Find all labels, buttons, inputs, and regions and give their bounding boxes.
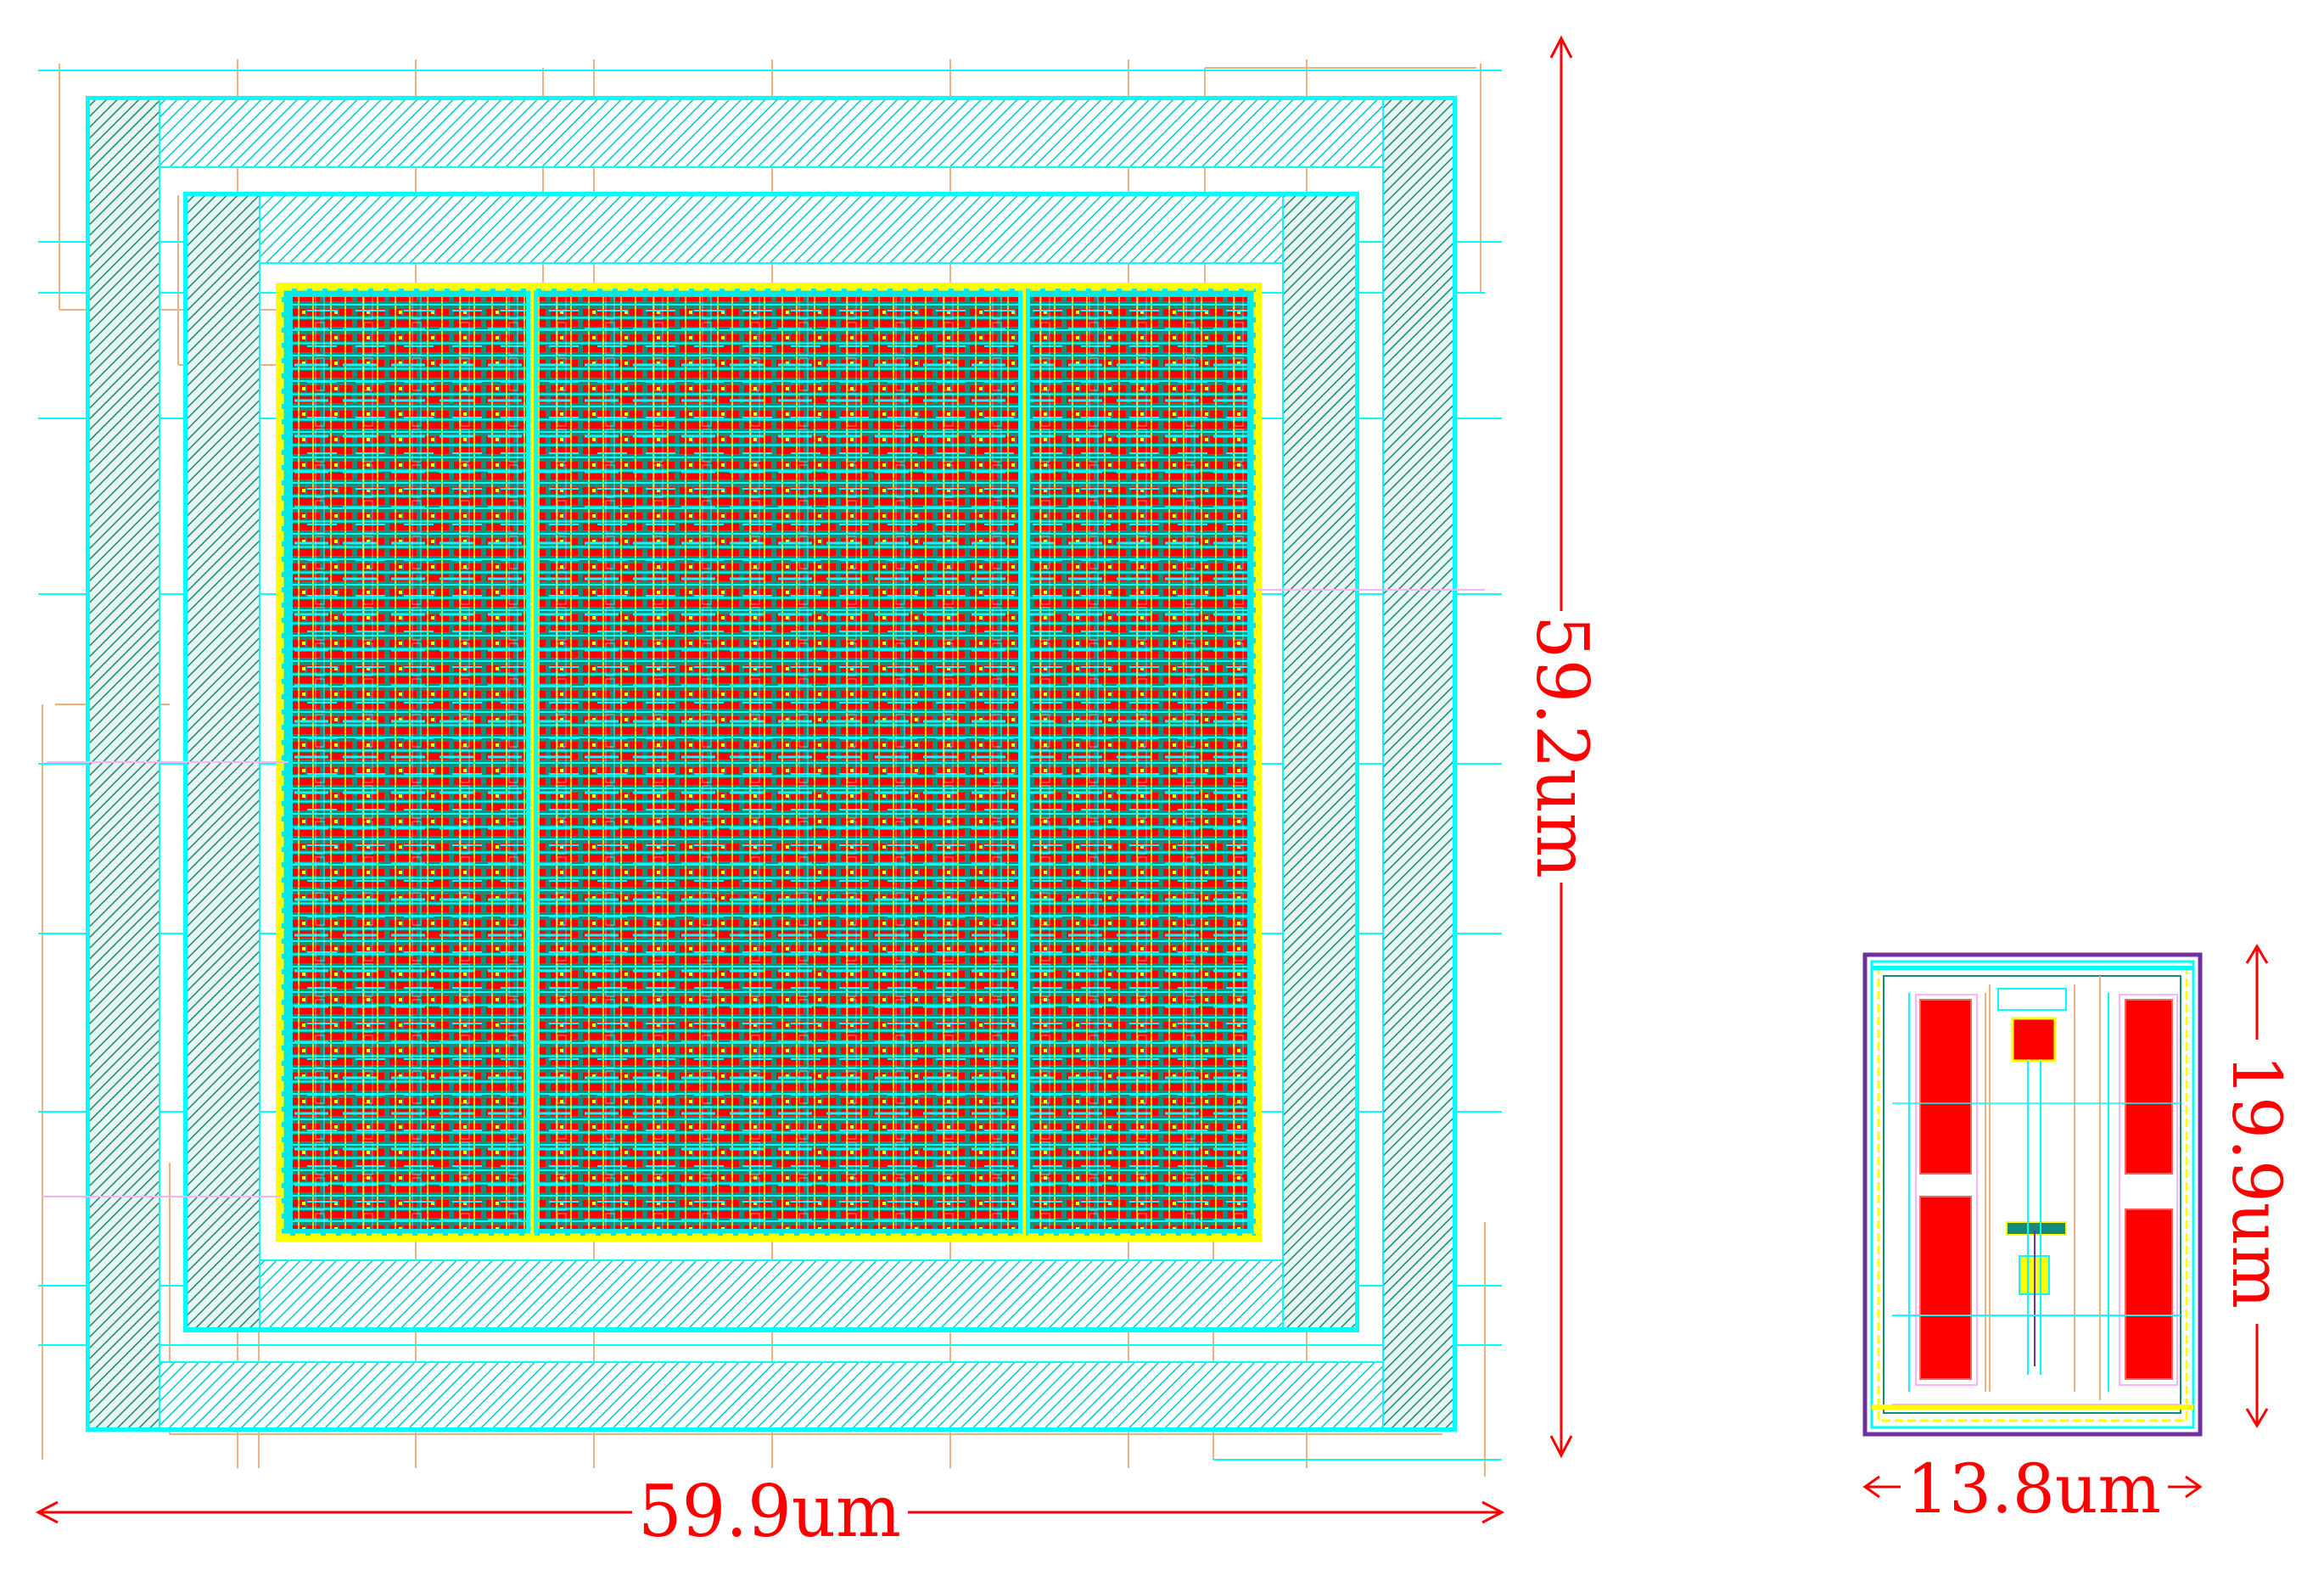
large-width-label: 59.9um — [638, 1470, 901, 1553]
small-center-devices — [1892, 984, 2181, 1405]
large-width-dimension: 59.9um — [35, 1470, 1505, 1553]
large-height-label: 59.2um — [1520, 615, 1604, 878]
small-height-label: 19.9um — [2217, 1054, 2296, 1309]
large-pink-lines — [42, 589, 1485, 1197]
large-layout — [38, 59, 1502, 1477]
small-left-transistor-columns — [1908, 993, 1986, 1392]
large-height-dimension: 59.2um — [1520, 35, 1604, 1459]
small-width-dimension: 13.8um — [1862, 1449, 2203, 1528]
small-layout — [1862, 952, 2203, 1437]
small-width-label: 13.8um — [1907, 1449, 2161, 1528]
core-cell-array — [276, 283, 1262, 1242]
small-right-transistor-columns — [2099, 976, 2178, 1400]
outer-guard-ring — [86, 96, 1457, 1432]
small-height-dimension: 19.9um — [2217, 944, 2296, 1428]
